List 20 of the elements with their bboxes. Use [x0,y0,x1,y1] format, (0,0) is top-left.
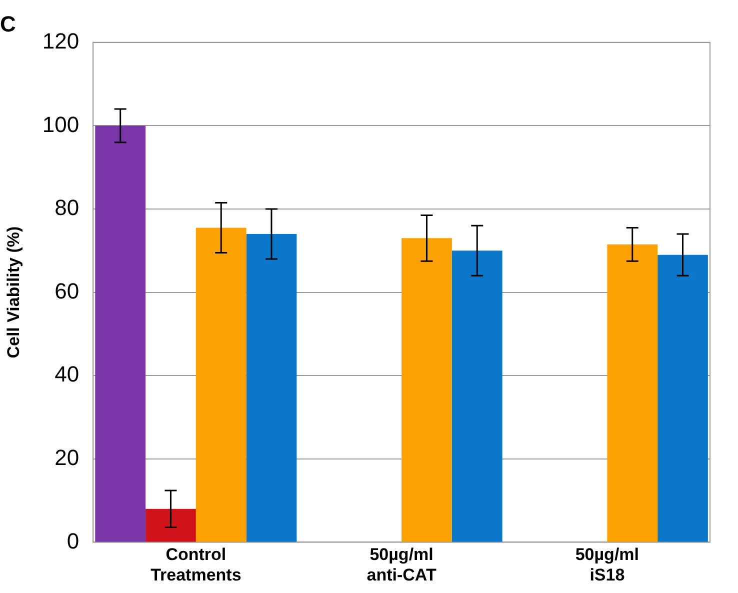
y-tick-label: 100 [42,112,80,137]
bar [95,126,146,542]
y-tick-label: 20 [54,444,80,470]
bar [402,238,452,542]
chart-title: C [0,11,16,36]
bar [246,234,297,542]
y-tick-label: 0 [66,528,80,554]
y-tick-label: 80 [54,195,80,220]
x-tick-label: 50µg/ml anti-CAT [366,545,437,584]
x-tick-label: Control Treatments [150,545,242,584]
bar [196,228,246,542]
bar [146,508,196,542]
y-axis-title: Cell Viability (%) [4,226,23,358]
y-tick-label: 120 [42,28,80,54]
bar [607,244,658,542]
x-tick-label: 50µg/ml iS18 [575,545,640,584]
bar [452,250,502,542]
y-tick-label: 60 [54,278,80,304]
y-tick-label: 40 [54,362,80,387]
bar [658,254,708,542]
